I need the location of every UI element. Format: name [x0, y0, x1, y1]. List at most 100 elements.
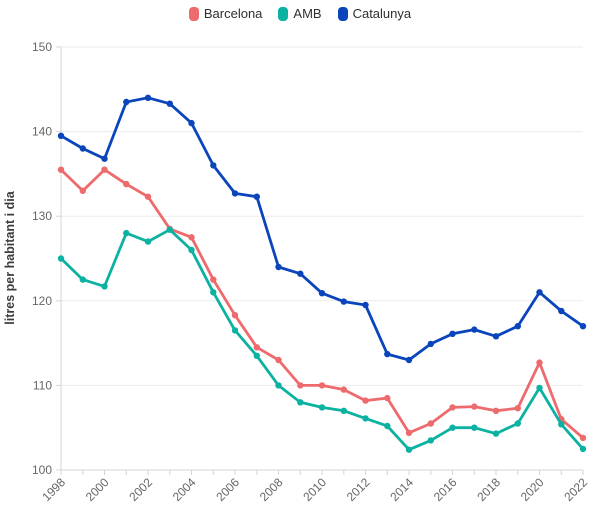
x-tick-label-2020: 2020: [518, 475, 547, 504]
data-point-barcelona-2000[interactable]: [101, 166, 108, 173]
legend-swatch-catalunya: [337, 7, 348, 21]
data-point-catalunya-2019[interactable]: [514, 323, 521, 330]
data-point-barcelona-2020[interactable]: [536, 359, 543, 366]
data-point-barcelona-2015[interactable]: [427, 420, 434, 427]
data-point-catalunya-2020[interactable]: [536, 289, 543, 296]
data-point-amb-2020[interactable]: [536, 384, 543, 392]
data-point-catalunya-2009[interactable]: [297, 270, 304, 277]
legend-item-amb[interactable]: AMB: [278, 6, 322, 21]
series-line-barcelona[interactable]: [59, 168, 585, 440]
data-point-catalunya-2018[interactable]: [492, 333, 500, 340]
data-point-catalunya-2010[interactable]: [318, 290, 326, 297]
data-point-barcelona-2004[interactable]: [188, 234, 195, 241]
data-point-barcelona-2022[interactable]: [579, 434, 587, 442]
data-point-barcelona-2005[interactable]: [210, 276, 217, 283]
data-point-catalunya-2021[interactable]: [558, 307, 565, 315]
data-point-barcelona-2010[interactable]: [318, 382, 326, 389]
data-point-catalunya-2015[interactable]: [427, 340, 434, 348]
y-tick-label-130: 130: [32, 209, 52, 223]
data-point-barcelona-2008[interactable]: [275, 356, 282, 364]
chart-legend: Barcelona AMB Catalunya: [0, 7, 600, 21]
data-point-amb-2003[interactable]: [166, 226, 173, 233]
data-point-catalunya-2022[interactable]: [579, 323, 587, 330]
x-tick-label-2010: 2010: [300, 475, 329, 504]
data-point-catalunya-2005[interactable]: [210, 162, 217, 169]
data-point-amb-2002[interactable]: [144, 238, 152, 245]
data-point-amb-2015[interactable]: [427, 437, 434, 444]
legend-label-barcelona: Barcelona: [203, 6, 263, 21]
data-point-amb-2012[interactable]: [362, 415, 369, 422]
data-point-catalunya-2017[interactable]: [471, 326, 478, 333]
data-point-amb-2013[interactable]: [384, 422, 391, 430]
data-point-amb-2018[interactable]: [492, 430, 500, 437]
series-line-amb[interactable]: [59, 228, 585, 452]
x-tick-label-2006: 2006: [213, 475, 242, 504]
data-point-amb-2014[interactable]: [405, 446, 413, 453]
data-point-barcelona-2017[interactable]: [471, 403, 478, 410]
data-point-amb-2005[interactable]: [210, 289, 217, 296]
data-point-catalunya-2002[interactable]: [144, 94, 152, 102]
data-point-catalunya-2016[interactable]: [449, 330, 456, 337]
data-point-catalunya-2000[interactable]: [101, 155, 108, 162]
legend-item-barcelona[interactable]: Barcelona: [188, 6, 263, 21]
series-line-catalunya[interactable]: [59, 96, 585, 362]
data-point-barcelona-2006[interactable]: [231, 312, 239, 319]
data-point-catalunya-2006[interactable]: [231, 190, 239, 197]
legend-label-amb: AMB: [293, 6, 322, 21]
data-point-barcelona-2002[interactable]: [144, 193, 152, 200]
data-point-amb-2019[interactable]: [514, 420, 521, 427]
y-tick-label-150: 150: [32, 40, 52, 54]
data-point-barcelona-2019[interactable]: [514, 405, 521, 412]
data-point-catalunya-2007[interactable]: [253, 193, 260, 200]
data-point-amb-1998[interactable]: [57, 255, 65, 262]
data-point-catalunya-2011[interactable]: [340, 298, 347, 305]
y-tick-label-120: 120: [32, 294, 52, 308]
x-tick-label-2014: 2014: [387, 475, 416, 504]
data-point-amb-2011[interactable]: [340, 407, 347, 414]
data-point-barcelona-2012[interactable]: [362, 397, 369, 404]
data-point-amb-2006[interactable]: [231, 327, 239, 334]
y-tick-label-110: 110: [33, 378, 52, 392]
data-point-barcelona-1998[interactable]: [57, 166, 65, 173]
data-point-amb-1999[interactable]: [79, 276, 87, 283]
data-point-amb-2021[interactable]: [558, 421, 565, 428]
data-point-catalunya-2014[interactable]: [405, 356, 413, 364]
data-point-barcelona-2009[interactable]: [297, 382, 304, 389]
data-point-barcelona-2011[interactable]: [340, 386, 347, 393]
y-tick-label-100: 100: [32, 463, 52, 477]
data-point-catalunya-2012[interactable]: [362, 301, 369, 309]
data-point-amb-2016[interactable]: [449, 424, 456, 431]
data-point-barcelona-1999[interactable]: [79, 187, 87, 194]
data-point-barcelona-2007[interactable]: [253, 344, 260, 351]
x-tick-label-2012: 2012: [344, 475, 373, 504]
data-point-catalunya-2003[interactable]: [166, 100, 173, 107]
y-tick-label-140: 140: [32, 125, 52, 139]
data-point-barcelona-2013[interactable]: [384, 394, 391, 402]
data-point-amb-2022[interactable]: [579, 445, 587, 453]
data-point-catalunya-1999[interactable]: [79, 145, 87, 152]
x-tick-label-2022: 2022: [561, 475, 590, 504]
x-tick-label-2002: 2002: [126, 475, 155, 504]
data-point-catalunya-2013[interactable]: [384, 350, 391, 358]
data-point-barcelona-2014[interactable]: [405, 429, 413, 436]
legend-swatch-amb: [278, 7, 289, 21]
data-point-barcelona-2016[interactable]: [449, 404, 456, 411]
data-point-amb-2010[interactable]: [318, 404, 326, 411]
data-point-catalunya-2008[interactable]: [275, 263, 282, 271]
data-point-amb-2009[interactable]: [297, 399, 304, 406]
data-point-catalunya-2001[interactable]: [123, 98, 130, 106]
data-point-amb-2001[interactable]: [123, 229, 130, 237]
data-point-amb-2000[interactable]: [101, 283, 108, 290]
data-point-amb-2008[interactable]: [275, 382, 282, 389]
data-point-amb-2007[interactable]: [253, 352, 260, 359]
data-point-barcelona-2018[interactable]: [492, 407, 500, 414]
data-point-amb-2004[interactable]: [188, 246, 195, 254]
x-tick-label-2018: 2018: [474, 475, 503, 504]
data-point-barcelona-2001[interactable]: [123, 180, 130, 188]
data-point-amb-2017[interactable]: [471, 424, 478, 431]
data-point-catalunya-2004[interactable]: [188, 119, 195, 127]
data-point-catalunya-1998[interactable]: [57, 132, 65, 139]
legend-item-catalunya[interactable]: Catalunya: [337, 7, 411, 21]
legend-swatch-barcelona: [188, 7, 199, 21]
